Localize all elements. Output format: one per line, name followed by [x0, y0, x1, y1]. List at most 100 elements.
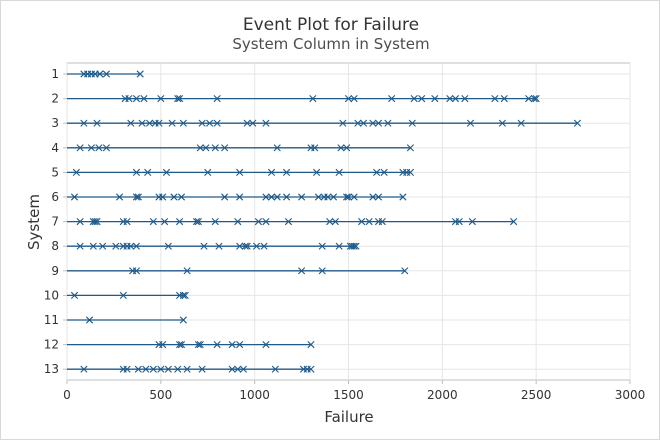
failure-marker [491, 95, 499, 103]
failure-marker [194, 218, 202, 226]
failure-marker [80, 365, 88, 373]
failure-marker [335, 242, 343, 250]
y-tick-label: 10 [44, 288, 59, 302]
failure-marker [132, 242, 141, 250]
failure-marker [455, 218, 463, 226]
failure-marker [119, 291, 127, 299]
failure-marker-stroke [307, 365, 315, 373]
failure-marker [374, 119, 383, 127]
failure-marker [176, 218, 184, 226]
failure-marker-stroke [369, 193, 377, 201]
failure-marker-stroke [183, 365, 191, 373]
failure-marker-stroke [369, 119, 377, 127]
failure-marker-stroke [157, 95, 165, 103]
failure-marker-stroke [221, 193, 229, 201]
failure-marker-stroke [174, 365, 182, 373]
failure-marker-stroke [76, 218, 84, 226]
failure-marker [262, 193, 270, 201]
failure-marker [76, 242, 84, 250]
failure-marker [354, 119, 362, 127]
failure-marker-stroke [273, 144, 281, 152]
failure-marker [318, 267, 326, 275]
failure-marker-stroke [408, 119, 416, 127]
failure-marker [324, 193, 332, 201]
y-axis-label: System [25, 194, 43, 250]
failure-marker [183, 267, 191, 275]
failure-marker [267, 193, 276, 201]
failure-marker-stroke [132, 95, 141, 103]
failure-marker [162, 168, 171, 176]
failure-marker [215, 242, 223, 250]
failure-marker [196, 341, 204, 349]
failure-marker-stroke [384, 119, 392, 127]
failure-marker-stroke [159, 341, 167, 349]
failure-marker [350, 95, 358, 103]
failure-marker [179, 291, 187, 299]
failure-marker [181, 291, 189, 299]
failure-marker [282, 193, 291, 201]
failure-marker [388, 95, 396, 103]
failure-marker-stroke [365, 218, 373, 226]
failure-marker [132, 193, 141, 201]
y-tick-label: 8 [51, 239, 59, 253]
failure-marker [374, 193, 383, 201]
failure-marker-stroke [401, 267, 409, 275]
failure-marker [236, 242, 244, 250]
failure-marker-stroke [80, 365, 88, 373]
failure-marker [339, 119, 347, 127]
failure-marker [369, 193, 377, 201]
failure-marker [307, 365, 315, 373]
failure-marker [326, 218, 334, 226]
failure-marker-stroke [262, 341, 270, 349]
failure-marker-stroke [174, 95, 182, 103]
failure-marker-stroke [297, 267, 306, 275]
failure-marker-stroke [213, 341, 221, 349]
failure-marker-stroke [530, 95, 538, 103]
failure-marker-stroke [194, 341, 202, 349]
failure-marker [142, 365, 150, 373]
failure-marker [236, 341, 244, 349]
failure-marker [160, 218, 169, 226]
failure-marker [329, 193, 338, 201]
failure-marker-stroke [138, 119, 146, 127]
failure-marker [164, 242, 172, 250]
failure-marker [192, 218, 201, 226]
failure-marker-stroke [142, 365, 150, 373]
chart-title: Event Plot for Failure [243, 15, 419, 35]
failure-marker [273, 144, 281, 152]
failure-marker-stroke [179, 291, 187, 299]
failure-marker-stroke [213, 119, 221, 127]
failure-marker-stroke [136, 70, 144, 78]
failure-marker-stroke [267, 168, 276, 176]
failure-marker-stroke [406, 168, 415, 176]
failure-marker-stroke [324, 193, 332, 201]
failure-marker-stroke [352, 242, 360, 250]
failure-marker [89, 242, 97, 250]
failure-marker [331, 218, 339, 226]
failure-marker-stroke [343, 144, 351, 152]
failure-marker-stroke [406, 144, 415, 152]
x-tick-label: 0 [63, 388, 71, 402]
failure-marker [384, 119, 392, 127]
failure-marker [213, 95, 221, 103]
failure-marker-stroke [388, 95, 396, 103]
failure-marker-stroke [273, 193, 281, 201]
failure-marker [132, 267, 141, 275]
failure-marker [241, 242, 249, 250]
failure-marker-stroke [399, 193, 407, 201]
failure-marker-stroke [461, 95, 469, 103]
system-row [67, 70, 144, 78]
failure-marker-stroke [378, 218, 386, 226]
failure-marker-stroke [311, 144, 319, 152]
failure-marker [466, 119, 475, 127]
failure-marker [164, 365, 172, 373]
failure-marker-stroke [179, 316, 187, 324]
failure-marker [517, 119, 525, 127]
failure-marker [530, 95, 538, 103]
failure-marker [176, 341, 184, 349]
failure-marker [221, 144, 229, 152]
failure-marker-stroke [498, 119, 506, 127]
x-tick-label: 2500 [521, 388, 552, 402]
failure-marker-stroke [198, 119, 206, 127]
